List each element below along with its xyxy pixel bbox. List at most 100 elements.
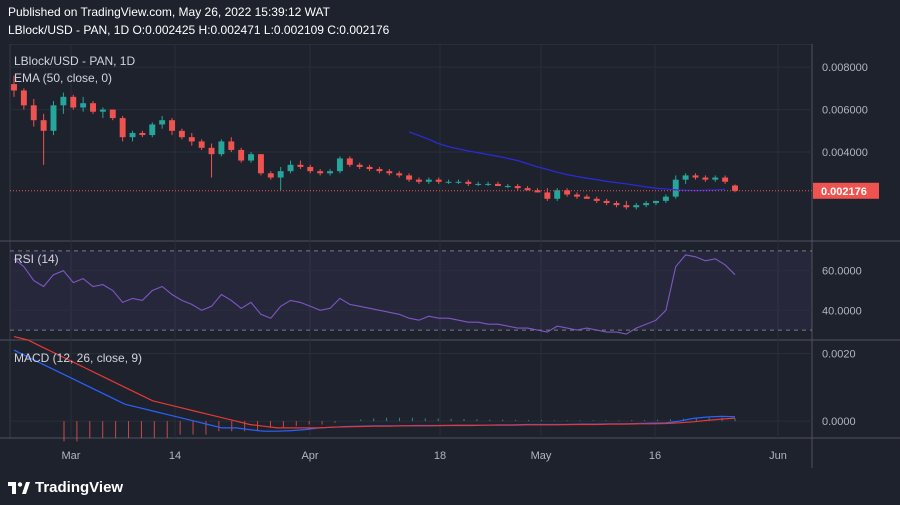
candle-body: [218, 141, 225, 155]
candle-body: [732, 185, 738, 191]
candle-body: [149, 124, 156, 136]
rsi-tick-label: 60.0000: [822, 266, 862, 278]
candle-body: [485, 183, 492, 185]
candle-body: [672, 179, 679, 197]
candle-body: [70, 96, 77, 108]
candle-body: [119, 118, 126, 138]
candle-body: [425, 179, 432, 182]
candle-body: [238, 149, 245, 161]
candle-body: [40, 120, 47, 131]
candle-body: [208, 147, 215, 155]
candle-body: [297, 164, 304, 167]
candle-body: [287, 164, 294, 172]
candle-body: [415, 179, 422, 182]
candle-body: [366, 166, 373, 170]
candle-body: [702, 177, 709, 180]
candle-body: [188, 137, 195, 142]
candle-body: [99, 109, 106, 112]
x-tick-label: Apr: [301, 450, 318, 462]
candle-body: [129, 132, 136, 138]
candle-body: [593, 198, 600, 201]
candle-body: [267, 173, 274, 178]
candle-body: [80, 103, 87, 108]
candle-body: [30, 105, 37, 121]
x-tick-label: 16: [649, 450, 661, 462]
candle-body: [307, 166, 314, 172]
legend-macd: MACD (12, 26, close, 9): [14, 351, 142, 365]
candle-body: [109, 109, 116, 119]
candle-body: [317, 171, 324, 174]
x-tick-label: Jun: [769, 450, 787, 462]
candle-body: [692, 175, 699, 178]
candle-body: [623, 205, 630, 208]
candle-body: [712, 177, 719, 180]
candle-body: [228, 141, 235, 150]
candle-body: [198, 141, 205, 148]
candle-body: [574, 194, 580, 197]
candle-body: [653, 200, 659, 204]
symbol-ohlc-line: LBlock/USD - PAN, 1D O:0.002425 H:0.0024…: [8, 23, 390, 37]
candle-body: [327, 171, 334, 174]
candle-body: [475, 183, 482, 185]
candle-body: [50, 105, 57, 131]
x-tick-label: 18: [434, 450, 446, 462]
candle-body: [396, 173, 403, 176]
price-tick-label: 0.006000: [822, 105, 868, 117]
candle-body: [60, 96, 67, 106]
candle-body: [544, 192, 551, 199]
candle-body: [682, 175, 689, 180]
tradingview-logo[interactable]: TradingView: [8, 479, 123, 496]
candle-body: [178, 130, 185, 138]
candle-body: [633, 205, 640, 208]
chart-axes: LBlock/USD - PAN, 1D EMA (50, close, 0) …: [14, 54, 879, 462]
candle-body: [514, 186, 521, 189]
candle-body: [722, 177, 729, 182]
price-tick-label: 0.008000: [822, 62, 868, 74]
published-info: Published on TradingView.com, May 26, 20…: [8, 5, 330, 19]
chart-header: Published on TradingView.com, May 26, 20…: [0, 0, 900, 44]
last-price-tag-label: 0.002176: [821, 186, 867, 198]
x-tick-label: Mar: [62, 450, 81, 462]
candlestick-series: [11, 75, 738, 210]
rsi-tick-label: 40.0000: [822, 305, 862, 317]
candle-body: [455, 181, 462, 183]
candle-body: [248, 154, 255, 161]
candle-body: [336, 158, 343, 172]
candle-body: [257, 154, 264, 174]
candle-body: [494, 183, 501, 187]
candle-body: [11, 84, 17, 91]
candle-body: [465, 181, 472, 184]
candle-body: [435, 179, 442, 182]
tradingview-brand-text: TradingView: [35, 479, 124, 496]
candle-body: [662, 196, 669, 201]
last-price-tag: [813, 182, 879, 199]
chart-grid: [0, 44, 900, 468]
price-tick-label: 0.004000: [822, 147, 868, 159]
chart-area[interactable]: LBlock/USD - PAN, 1D EMA (50, close, 0) …: [0, 44, 900, 468]
candle-body: [346, 158, 353, 165]
macd-signal-line: [13, 336, 736, 429]
candle-body: [386, 171, 393, 174]
candle-body: [554, 190, 561, 199]
candle-body: [169, 120, 175, 131]
candle-body: [643, 203, 650, 206]
candle-body: [564, 190, 571, 195]
candle-body: [139, 132, 146, 136]
footer-bar: TradingView: [0, 468, 900, 505]
x-tick-label: May: [531, 450, 552, 462]
candle-body: [376, 169, 383, 172]
candle-body: [406, 175, 413, 180]
candle-body: [524, 188, 531, 191]
candle-body: [534, 190, 541, 193]
candle-body: [356, 164, 363, 167]
legend-main-symbol: LBlock/USD - PAN, 1D: [14, 54, 135, 68]
candle-body: [20, 90, 27, 106]
candle-body: [583, 196, 590, 199]
macd-tick-label: 0.0000: [822, 416, 856, 428]
macd-tick-label: 0.0020: [822, 349, 856, 361]
x-tick-label: 14: [169, 450, 181, 462]
tradingview-logo-icon: [8, 481, 30, 494]
legend-rsi: RSI (14): [14, 252, 59, 266]
rsi-line: [13, 254, 736, 335]
ema-50-line: [408, 131, 726, 192]
